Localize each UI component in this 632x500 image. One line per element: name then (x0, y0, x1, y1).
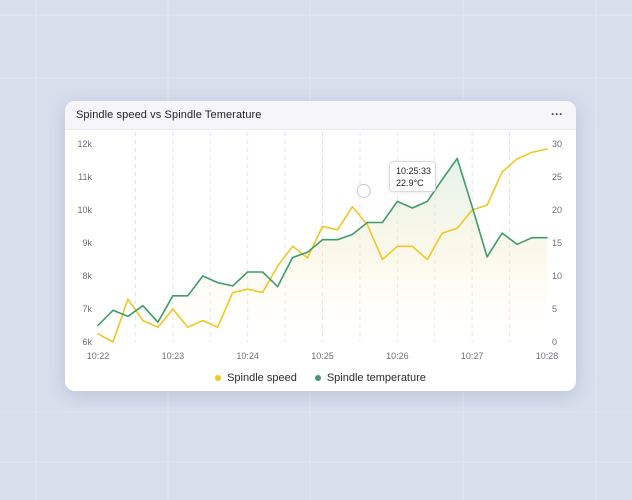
y-left-tick-label: 11k (78, 172, 92, 182)
y-right-tick-label: 0 (552, 337, 557, 347)
legend-dot-icon (215, 375, 222, 381)
x-tick-label: 10:27 (461, 351, 484, 361)
x-tick-label: 10:26 (386, 351, 409, 361)
legend-label-temperature: Spindle temperature (326, 372, 426, 384)
x-tick-label: 10:22 (87, 351, 110, 361)
y-left-tick-label: 12k (77, 139, 92, 149)
y-right-tick-label: 30 (552, 139, 562, 149)
more-options-button[interactable]: ··· (548, 105, 566, 123)
hover-marker (356, 183, 371, 198)
y-right-tick-label: 10 (552, 271, 562, 281)
y-left-tick-label: 9k (82, 238, 92, 248)
y-right-tick-label: 20 (552, 205, 562, 215)
legend-label-speed: Spindle speed (227, 372, 297, 384)
y-left-tick-label: 7k (82, 304, 92, 314)
card-header: Spindle speed vs Spindle Temerature ··· (65, 101, 576, 130)
legend-item-temperature[interactable]: Spindle temperature (314, 372, 426, 384)
more-dots-icon: ··· (551, 107, 563, 121)
y-right-tick-label: 5 (552, 304, 557, 314)
legend-dot-icon (314, 375, 321, 381)
y-right-tick-label: 15 (552, 238, 562, 248)
x-tick-label: 10:28 (536, 351, 559, 361)
chart-card: Spindle speed vs Spindle Temerature ··· … (65, 101, 576, 391)
x-tick-label: 10:24 (236, 351, 259, 361)
y-left-tick-label: 6k (82, 337, 92, 347)
chart-tooltip: 10:25:33 22.9°C (389, 161, 436, 192)
line-chart: 10:22 10:23 10:24 10:25 10:26 10:27 10:28 6k 7k 8… (77, 132, 562, 361)
y-right-tick-label: 25 (552, 172, 562, 182)
chart-legend: Spindle speed Spindle temperature (65, 370, 576, 386)
y-left-tick-label: 10k (77, 205, 92, 215)
legend-item-speed[interactable]: Spindle speed (215, 372, 297, 384)
series-line-spindle-temperature (97, 157, 548, 327)
series-line-spindle-speed (97, 148, 548, 343)
y-left-tick-label: 8k (82, 271, 92, 281)
tooltip-time: 10:25:33 (396, 166, 432, 176)
chart-title: Spindle speed vs Spindle Temerature (76, 109, 262, 121)
x-tick-label: 10:25 (311, 351, 334, 361)
temperature-area (98, 158, 547, 342)
tooltip-value: 22.9°C (396, 178, 424, 188)
x-tick-label: 10:23 (162, 351, 185, 361)
